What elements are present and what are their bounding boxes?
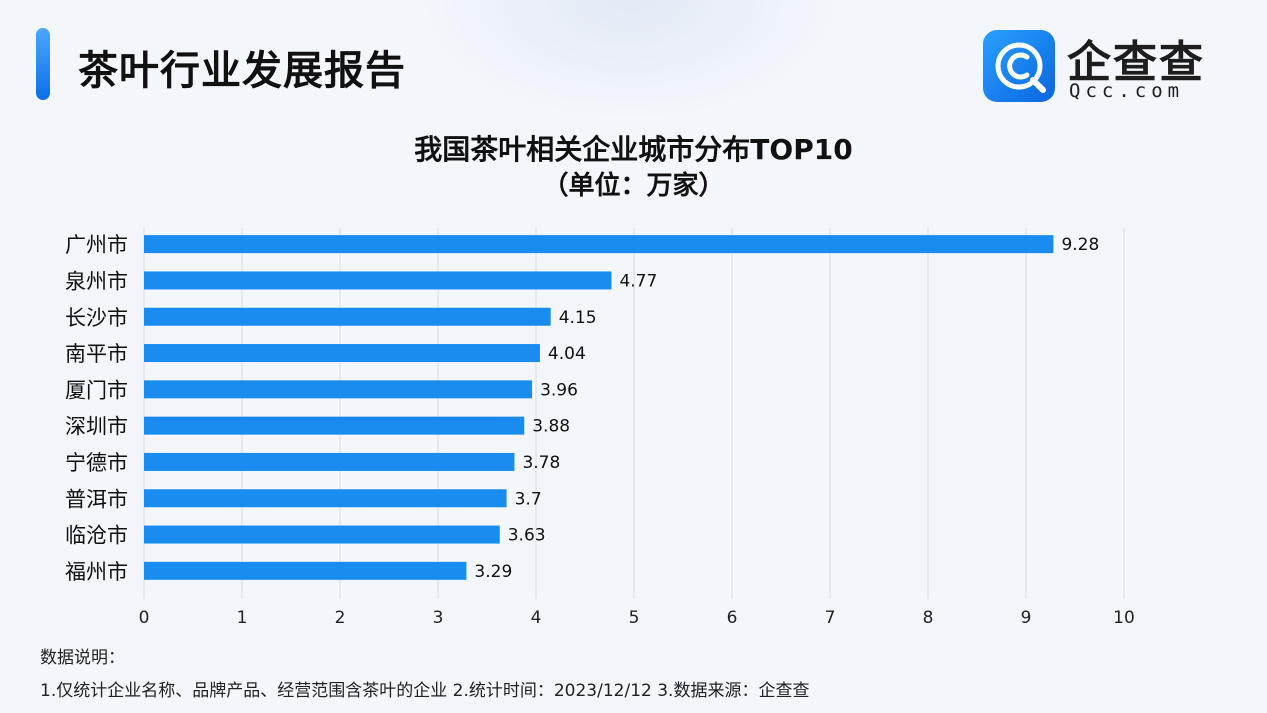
bar xyxy=(144,489,507,508)
x-tick-label: 5 xyxy=(629,608,640,628)
bar xyxy=(144,344,540,363)
bar xyxy=(144,235,1054,254)
data-label: 3.78 xyxy=(522,453,560,473)
bar xyxy=(144,271,612,290)
data-label: 9.28 xyxy=(1061,235,1099,255)
category-label: 宁德市 xyxy=(65,451,128,475)
x-tick-label: 1 xyxy=(237,608,248,628)
bar xyxy=(144,380,533,399)
x-tick-label: 7 xyxy=(825,608,836,628)
data-label: 4.04 xyxy=(548,344,586,364)
category-label: 普洱市 xyxy=(65,487,128,511)
page-title: 茶叶行业发展报告 xyxy=(78,48,406,94)
data-label: 3.96 xyxy=(540,380,578,400)
category-label: 福州市 xyxy=(65,560,128,584)
data-label: 3.88 xyxy=(532,417,570,437)
x-tick-label: 0 xyxy=(139,608,150,628)
x-tick-label: 6 xyxy=(727,608,738,628)
bar xyxy=(144,416,525,435)
category-label: 深圳市 xyxy=(65,415,128,439)
qcc-logo-icon xyxy=(983,30,1055,102)
logo-name: 企查查 xyxy=(1067,37,1205,88)
category-label: 长沙市 xyxy=(65,306,128,330)
title-accent-bar xyxy=(36,28,50,100)
x-tick-label: 2 xyxy=(335,608,346,628)
data-label: 3.7 xyxy=(515,489,542,509)
category-label: 广州市 xyxy=(65,233,128,257)
category-label: 南平市 xyxy=(65,342,128,366)
bar xyxy=(144,525,500,544)
data-label: 3.29 xyxy=(474,562,512,582)
data-label: 4.15 xyxy=(559,308,597,328)
footnote-heading: 数据说明： xyxy=(40,648,125,668)
data-label: 4.77 xyxy=(619,271,657,291)
x-tick-label: 4 xyxy=(531,608,542,628)
x-tick-label: 3 xyxy=(433,608,444,628)
chart-subtitle: （单位：万家） xyxy=(542,171,725,201)
x-tick-label: 8 xyxy=(923,608,934,628)
bar xyxy=(144,561,467,580)
logo-domain: Qcc.com xyxy=(1069,80,1185,102)
bar xyxy=(144,452,515,471)
qcc-logo: 企查查 Qcc.com xyxy=(983,30,1233,102)
data-label: 3.63 xyxy=(508,526,546,546)
category-label: 临沧市 xyxy=(65,524,128,548)
x-tick-label: 10 xyxy=(1113,608,1135,628)
bar xyxy=(144,307,551,326)
category-label: 泉州市 xyxy=(65,269,128,293)
category-label: 厦门市 xyxy=(65,378,128,402)
x-tick-label: 9 xyxy=(1021,608,1032,628)
chart-title: 我国茶叶相关企业城市分布TOP10 xyxy=(414,133,853,166)
bar-chart: 0 1 2 3 4 5 6 7 8 9 10 广州市 9.28 泉州市 4.77 长沙市 4.15 南平市 4.04… xyxy=(65,228,1135,628)
footnote-text: 1.仅统计企业名称、品牌产品、经营范围含茶叶的企业 2.统计时间：2023/12… xyxy=(40,681,810,701)
